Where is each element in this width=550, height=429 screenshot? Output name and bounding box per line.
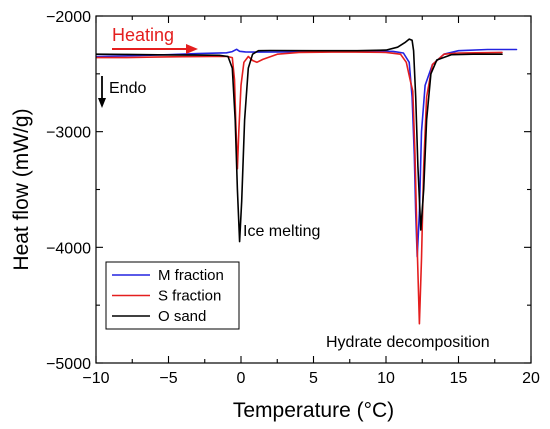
y-tick-label: −4000 [46, 240, 91, 257]
x-tick-label: −5 [159, 370, 177, 387]
endo-arrow-icon [98, 76, 106, 108]
series-line-m-fraction [96, 48, 518, 258]
x-tick-label: 15 [450, 370, 468, 387]
x-tick-label: 20 [522, 370, 540, 387]
legend-label-s-fraction: S fraction [158, 288, 221, 305]
heating-arrow-head [186, 44, 198, 54]
y-tick-label: −2000 [46, 9, 91, 26]
series-line-s-fraction [96, 51, 503, 325]
x-tick-label: 5 [309, 370, 318, 387]
x-tick-label: 10 [377, 370, 395, 387]
endo-arrow-head [98, 98, 106, 108]
x-axis-title: Temperature (°C) [233, 399, 394, 422]
y-axis-title: Heat flow (mW/g) [10, 108, 33, 270]
x-tick-label: −10 [82, 370, 109, 387]
plot-area [96, 38, 518, 325]
ice-melting-label: Ice melting [243, 223, 320, 240]
axes: −10 −5 0 5 10 15 20 −2000 −3000 −4000 −5000 [46, 9, 540, 387]
legend-label-o-sand: O sand [158, 308, 206, 325]
endo-label: Endo [109, 80, 146, 97]
hydrate-decomposition-label: Hydrate decomposition [326, 334, 490, 351]
legend-label-m-fraction: M fraction [158, 267, 224, 284]
y-tick-label: −5000 [46, 356, 91, 373]
heating-arrow-icon [112, 44, 198, 54]
heating-label: Heating [112, 25, 174, 45]
series-line-o-sand [96, 38, 503, 243]
y-tick-label: −3000 [46, 125, 91, 142]
legend: M fraction S fraction O sand [105, 261, 240, 330]
x-tick-label: 0 [237, 370, 246, 387]
